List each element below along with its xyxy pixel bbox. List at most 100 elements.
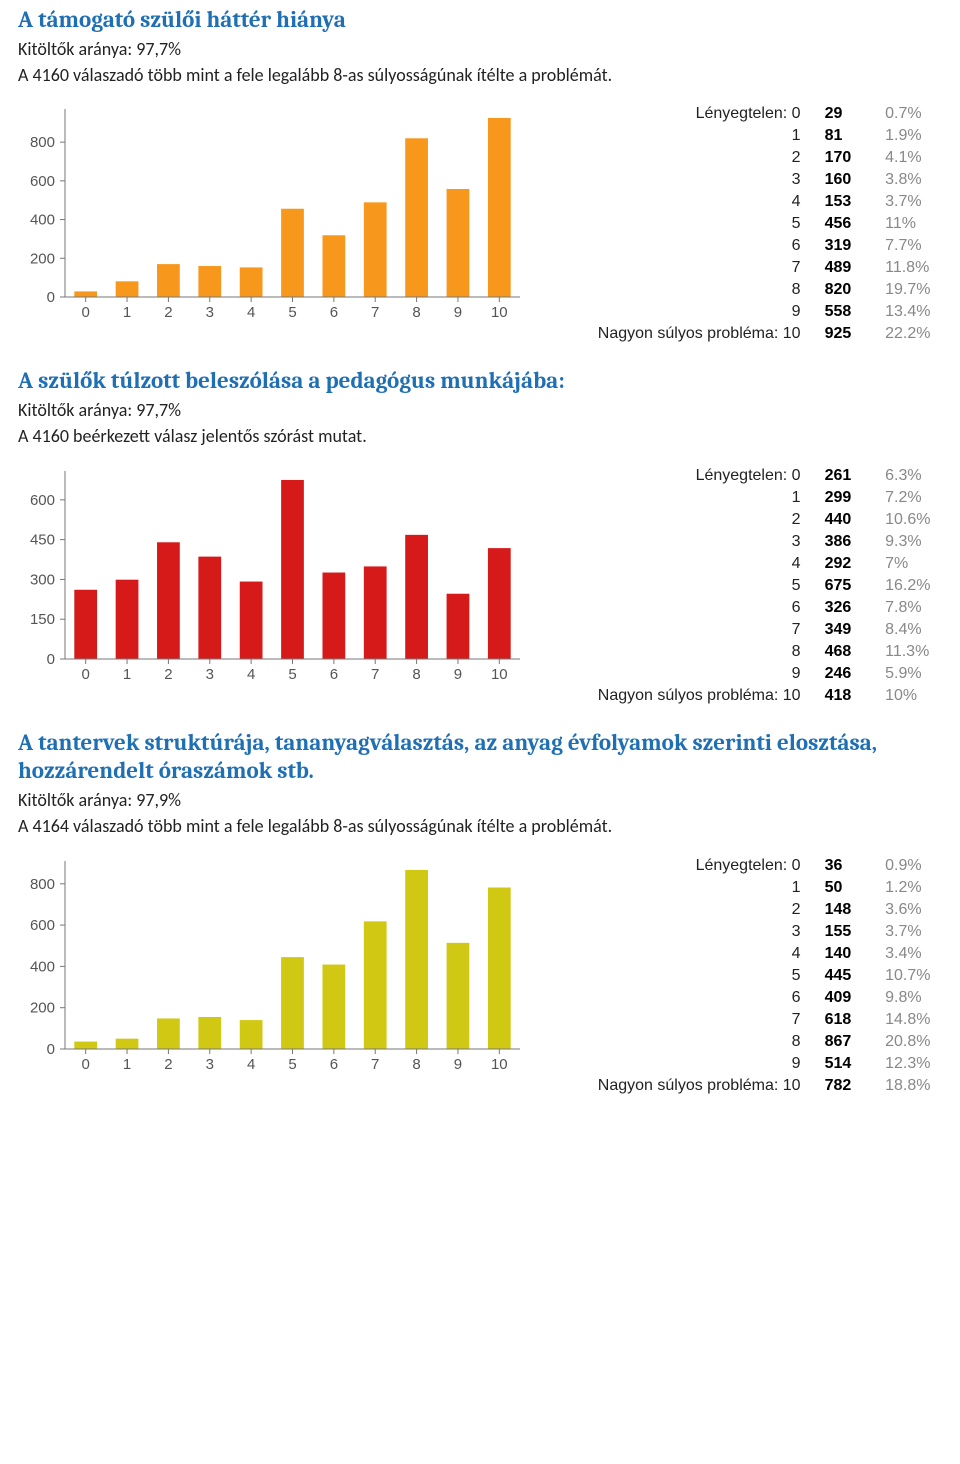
row-count: 153	[807, 191, 868, 213]
svg-text:8: 8	[412, 666, 420, 683]
svg-text:8: 8	[412, 1056, 420, 1073]
section-content-row: 0200400600800012345678910Lényegtelen: 03…	[0, 839, 960, 1105]
table-row: 63197.7%	[550, 235, 950, 257]
row-label: 7	[550, 257, 807, 279]
row-label: Nagyon súlyos probléma: 10	[550, 323, 807, 345]
row-count: 50	[807, 877, 868, 899]
svg-text:1: 1	[123, 666, 131, 683]
svg-text:800: 800	[30, 876, 55, 893]
table-row: 42927%	[550, 553, 950, 575]
table-row: Lényegtelen: 0360.9%	[550, 855, 950, 877]
row-label: 5	[550, 575, 807, 597]
row-count: 292	[807, 553, 868, 575]
row-count: 409	[807, 987, 868, 1009]
row-count: 820	[807, 279, 868, 301]
row-percent: 6.3%	[867, 465, 950, 487]
section-content-row: 0150300450600012345678910Lényegtelen: 02…	[0, 449, 960, 715]
table-row: Nagyon súlyos probléma: 1092522.2%	[550, 323, 950, 345]
row-count: 148	[807, 899, 868, 921]
row-count: 489	[807, 257, 868, 279]
svg-text:200: 200	[30, 251, 55, 268]
row-percent: 7.7%	[867, 235, 950, 257]
svg-text:5: 5	[288, 666, 296, 683]
row-count: 386	[807, 531, 868, 553]
row-percent: 18.8%	[867, 1075, 950, 1097]
row-label: 8	[550, 279, 807, 301]
row-count: 261	[807, 465, 868, 487]
row-count: 155	[807, 921, 868, 943]
row-percent: 8.4%	[867, 619, 950, 641]
svg-text:10: 10	[491, 1056, 508, 1073]
svg-text:800: 800	[30, 134, 55, 151]
row-count: 36	[807, 855, 868, 877]
table-row: 73498.4%	[550, 619, 950, 641]
svg-text:5: 5	[288, 304, 296, 321]
report-section: A támogató szülői háttér hiányaKitöltők …	[0, 0, 960, 353]
row-count: 675	[807, 575, 868, 597]
row-label: 6	[550, 235, 807, 257]
section-content-row: 0200400600800012345678910Lényegtelen: 02…	[0, 87, 960, 353]
row-count: 445	[807, 965, 868, 987]
svg-text:400: 400	[30, 212, 55, 229]
row-percent: 0.7%	[867, 103, 950, 125]
row-percent: 19.7%	[867, 279, 950, 301]
row-count: 29	[807, 103, 868, 125]
row-percent: 7%	[867, 553, 950, 575]
row-count: 456	[807, 213, 868, 235]
svg-text:600: 600	[30, 173, 55, 190]
bar-chart: 0200400600800012345678910	[10, 851, 530, 1081]
row-count: 140	[807, 943, 868, 965]
section-fill-rate: Kitöltők aránya: 97,9%	[0, 786, 960, 812]
row-label: Nagyon súlyos probléma: 10	[550, 1075, 807, 1097]
svg-text:3: 3	[206, 1056, 214, 1073]
row-count: 618	[807, 1009, 868, 1031]
row-label: 1	[550, 877, 807, 899]
table-row: 846811.3%	[550, 641, 950, 663]
row-label: 4	[550, 191, 807, 213]
row-label: Lényegtelen: 0	[550, 855, 807, 877]
row-percent: 3.8%	[867, 169, 950, 191]
row-label: 5	[550, 213, 807, 235]
svg-text:0: 0	[47, 289, 55, 306]
row-label: 6	[550, 987, 807, 1009]
table-row: 63267.8%	[550, 597, 950, 619]
svg-text:0: 0	[82, 666, 90, 683]
svg-text:4: 4	[247, 1056, 255, 1073]
row-percent: 1.2%	[867, 877, 950, 899]
svg-text:7: 7	[371, 1056, 379, 1073]
section-title: A szülők túlzott beleszólása a pedagógus…	[0, 361, 960, 396]
table-row: 21483.6%	[550, 899, 950, 921]
row-label: 1	[550, 125, 807, 147]
table-row: 33869.3%	[550, 531, 950, 553]
row-percent: 7.2%	[867, 487, 950, 509]
svg-text:0: 0	[47, 651, 55, 668]
table-row: 748911.8%	[550, 257, 950, 279]
row-count: 514	[807, 1053, 868, 1075]
row-percent: 9.3%	[867, 531, 950, 553]
svg-text:150: 150	[30, 611, 55, 628]
section-fill-rate: Kitöltők aránya: 97,7%	[0, 35, 960, 61]
row-count: 440	[807, 509, 868, 531]
table-row: 244010.6%	[550, 509, 950, 531]
svg-text:5: 5	[288, 1056, 296, 1073]
report-section: A tantervek struktúrája, tananyagválaszt…	[0, 723, 960, 1105]
row-label: 9	[550, 301, 807, 323]
row-percent: 0.9%	[867, 855, 950, 877]
svg-text:10: 10	[491, 304, 508, 321]
row-percent: 7.8%	[867, 597, 950, 619]
row-label: 1	[550, 487, 807, 509]
row-count: 468	[807, 641, 868, 663]
row-label: 9	[550, 1053, 807, 1075]
row-count: 867	[807, 1031, 868, 1053]
table-row: 544510.7%	[550, 965, 950, 987]
row-percent: 3.6%	[867, 899, 950, 921]
row-percent: 14.8%	[867, 1009, 950, 1031]
row-label: 3	[550, 531, 807, 553]
section-summary: A 4160 beérkezett válasz jelentős szórás…	[0, 422, 960, 448]
report-section: A szülők túlzott beleszólása a pedagógus…	[0, 361, 960, 714]
row-percent: 3.7%	[867, 191, 950, 213]
section-summary: A 4164 válaszadó több mint a fele legalá…	[0, 812, 960, 838]
row-label: 4	[550, 553, 807, 575]
section-fill-rate: Kitöltők aránya: 97,7%	[0, 396, 960, 422]
table-row: 882019.7%	[550, 279, 950, 301]
